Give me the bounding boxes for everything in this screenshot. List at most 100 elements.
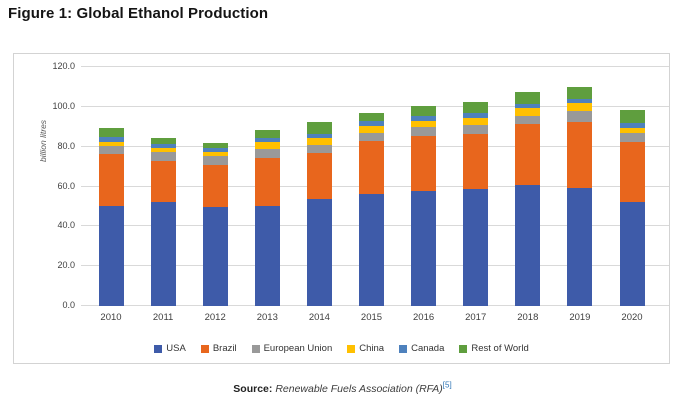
bar-segment-rest-of-world [202, 142, 228, 148]
bar-segment-china [98, 141, 124, 146]
bar-segment-china [515, 107, 541, 116]
bar-segment-rest-of-world [619, 109, 645, 123]
x-axis-label: 2020 [621, 312, 643, 323]
x-axis-label: 2016 [413, 312, 435, 323]
legend-swatch [200, 344, 209, 353]
bar-segment-rest-of-world [306, 121, 332, 134]
bar-segment-european-union [515, 115, 541, 124]
bar-segment-european-union [306, 144, 332, 153]
bar-segment-rest-of-world [515, 91, 541, 104]
bar-segment-usa [619, 202, 645, 306]
legend-swatch [399, 344, 408, 353]
bar-segment-usa [463, 188, 489, 306]
bar-segment-brazil [463, 133, 489, 189]
bar-segment-european-union [202, 155, 228, 165]
bar-segment-european-union [150, 151, 176, 161]
bar-segment-brazil [150, 160, 176, 203]
bar-segment-china [567, 102, 593, 111]
bar-segment-european-union [359, 132, 384, 141]
bar-segment-rest-of-world [463, 101, 489, 113]
bar-segment-usa [306, 199, 332, 306]
gridline [81, 66, 669, 67]
bar-segment-usa [515, 184, 541, 306]
bar-segment-canada [254, 137, 280, 142]
bar-2016 [411, 105, 437, 306]
y-axis-tick-label: 80.0 [57, 140, 75, 151]
x-axis-label: 2014 [308, 312, 330, 323]
bar-segment-canada [463, 112, 489, 118]
gridline [81, 105, 669, 107]
bar-segment-rest-of-world [98, 127, 124, 137]
bar-segment-usa [98, 206, 124, 306]
bar-segment-canada [515, 103, 541, 108]
bar-segment-china [150, 147, 176, 152]
bar-2020 [619, 109, 645, 306]
bar-segment-china [411, 120, 437, 127]
x-axis-label: 2012 [204, 312, 226, 323]
legend-item-china: China [347, 343, 384, 354]
bar-segment-canada [359, 120, 384, 126]
bar-segment-canada [306, 133, 332, 138]
plot-area [81, 66, 669, 306]
legend-label: European Union [263, 343, 333, 354]
y-axis-tick-label: 120.0 [52, 61, 75, 71]
bar-segment-brazil [411, 135, 437, 192]
y-axis-tick-label: 0.0 [62, 300, 75, 310]
bar-2018 [515, 91, 541, 306]
bar-segment-rest-of-world [150, 137, 176, 144]
legend-label: Rest of World [471, 343, 529, 354]
bar-2014 [306, 121, 332, 306]
bar-segment-european-union [411, 126, 437, 136]
bar-segment-canada [619, 122, 645, 128]
bar-segment-canada [567, 98, 593, 103]
bar-segment-canada [150, 143, 176, 148]
bar-segment-china [254, 141, 280, 149]
bar-segment-usa [411, 191, 437, 306]
x-axis-label: 2018 [517, 312, 539, 323]
bar-segment-rest-of-world [567, 86, 593, 99]
y-axis-tick-label: 40.0 [57, 220, 75, 231]
legend: USA Brazil European Union China Canada Rest o… [14, 343, 669, 354]
bar-segment-brazil [306, 152, 332, 200]
bar-segment-rest-of-world [359, 112, 384, 121]
bar-segment-rest-of-world [254, 129, 280, 138]
bar-2011 [150, 137, 176, 306]
bar-segment-usa [567, 187, 593, 306]
bar-segment-usa [150, 202, 176, 306]
source-ref-link[interactable]: [5] [442, 380, 452, 390]
x-axis-label: 2015 [360, 312, 383, 323]
ethanol-production-chart: billion litres 0.0 20.0 40.0 60.0 80.0 100.0 1… [13, 53, 670, 364]
bar-segment-rest-of-world [411, 105, 437, 116]
bar-segment-china [202, 151, 228, 156]
legend-label: USA [166, 343, 186, 354]
legend-label: Canada [411, 343, 445, 354]
bar-segment-china [619, 127, 645, 133]
bar-segment-european-union [463, 124, 489, 134]
bar-segment-brazil [567, 121, 593, 188]
bar-2010 [98, 127, 124, 306]
y-axis-tick-label: 60.0 [57, 180, 75, 191]
bar-segment-brazil [359, 140, 384, 195]
y-axis-tick-label: 20.0 [57, 260, 75, 271]
bar-segment-brazil [619, 141, 645, 203]
legend-label: Brazil [212, 343, 237, 354]
bar-segment-european-union [619, 132, 645, 142]
legend-label: China [359, 343, 385, 354]
bar-segment-china [463, 117, 489, 125]
bar-segment-usa [254, 206, 280, 306]
bar-segment-china [359, 125, 384, 133]
bar-segment-european-union [98, 145, 124, 154]
bar-segment-brazil [202, 164, 228, 208]
y-axis-tick-label: 100.0 [52, 100, 75, 111]
bar-segment-european-union [567, 110, 593, 122]
legend-item-rest-of-world: Rest of World [459, 343, 529, 354]
bar-segment-usa [359, 194, 384, 306]
source-label: Source: [233, 383, 273, 395]
source-text: Renewable Fuels Association (RFA) [275, 383, 443, 395]
bar-segment-canada [202, 147, 228, 152]
figure-title: Figure 1: Global Ethanol Production [8, 5, 269, 22]
bar-segment-canada [98, 136, 124, 142]
x-axis-label: 2010 [100, 312, 122, 323]
legend-item-usa: USA [154, 343, 186, 354]
